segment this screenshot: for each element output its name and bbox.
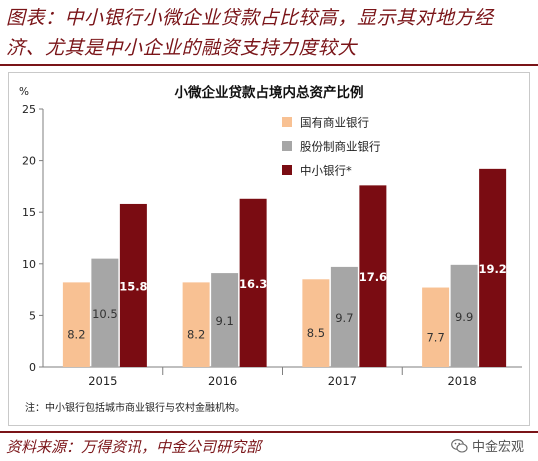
source-text: 资料来源：万得资讯，中金公司研究部 — [6, 438, 262, 456]
watermark-label: 中金宏观 — [471, 440, 524, 455]
data-label: 9.7 — [335, 311, 353, 325]
bar-2018-series-1 — [450, 264, 478, 367]
data-label: 19.2 — [478, 262, 506, 276]
bar-2015-series-1 — [91, 258, 119, 367]
page-header: 图表：中小银行小微企业贷款占比较高，显示其对地方经 济、尤其是中小企业的融资支持… — [0, 0, 538, 64]
data-label: 16.3 — [239, 277, 267, 291]
chart-title: 小微企业贷款占境内总资产比例 — [175, 84, 364, 101]
y-tick-label: 25 — [22, 103, 36, 116]
data-label: 17.6 — [359, 270, 387, 284]
y-tick-label: 0 — [29, 361, 36, 374]
bar-2017-series-2 — [359, 185, 387, 367]
wechat-icon — [451, 438, 468, 453]
legend-label: 中小银行* — [300, 164, 352, 178]
bar-2015-series-2 — [119, 203, 147, 367]
watermark: 中金宏观 — [451, 436, 524, 455]
bar-2018-series-0 — [422, 287, 450, 367]
data-label: 9.9 — [455, 310, 473, 324]
x-tick-label: 2016 — [208, 374, 237, 388]
data-label: 9.1 — [215, 314, 233, 328]
legend-label: 国有商业银行 — [300, 116, 369, 130]
page-title-line-2: 济、尤其是中小企业的融资支持力度较大 — [6, 37, 358, 59]
data-label: 7.7 — [426, 330, 444, 344]
x-tick-label: 2017 — [328, 374, 357, 388]
chart-frame: 小微企业贷款占境内总资产比例 % 0 5 10 15 20 25 8.2 10.5 15.8 20… — [8, 72, 530, 426]
legend-swatch — [282, 141, 292, 151]
bar-2017-series-1 — [330, 266, 358, 367]
data-label: 10.5 — [92, 307, 118, 321]
bar-2018-series-2 — [479, 168, 507, 367]
legend-label: 股份制商业银行 — [300, 140, 381, 154]
bar-2016-series-0 — [182, 282, 210, 367]
data-label: 8.2 — [187, 328, 205, 342]
y-tick-label: 15 — [22, 206, 36, 219]
bar-2016-series-1 — [211, 273, 239, 367]
bar-chart: 小微企业贷款占境内总资产比例 % 0 5 10 15 20 25 8.2 10.515.8 20… — [19, 84, 522, 414]
header-divider — [0, 64, 538, 66]
data-label: 15.8 — [119, 279, 147, 293]
y-tick-label: 10 — [22, 258, 36, 271]
footer-divider — [0, 431, 538, 433]
legend-swatch — [282, 117, 292, 127]
data-label: 8.2 — [67, 328, 85, 342]
y-axis-unit-label: % — [19, 86, 29, 98]
legend-swatch — [282, 165, 292, 175]
chart-note: 注：中小银行包括城市商业银行与农村金融机构。 — [25, 401, 245, 414]
bar-2017-series-0 — [302, 279, 330, 367]
y-tick-label: 20 — [22, 155, 36, 168]
bar-2015-series-0 — [62, 282, 90, 367]
bar-2016-series-2 — [239, 198, 267, 367]
x-tick-label: 2018 — [447, 374, 476, 388]
x-tick-label: 2015 — [88, 374, 117, 388]
y-tick-label: 5 — [29, 309, 36, 322]
page-title-line-1: 图表：中小银行小微企业贷款占比较高，显示其对地方经 — [6, 7, 494, 29]
data-label: 8.5 — [307, 326, 325, 340]
